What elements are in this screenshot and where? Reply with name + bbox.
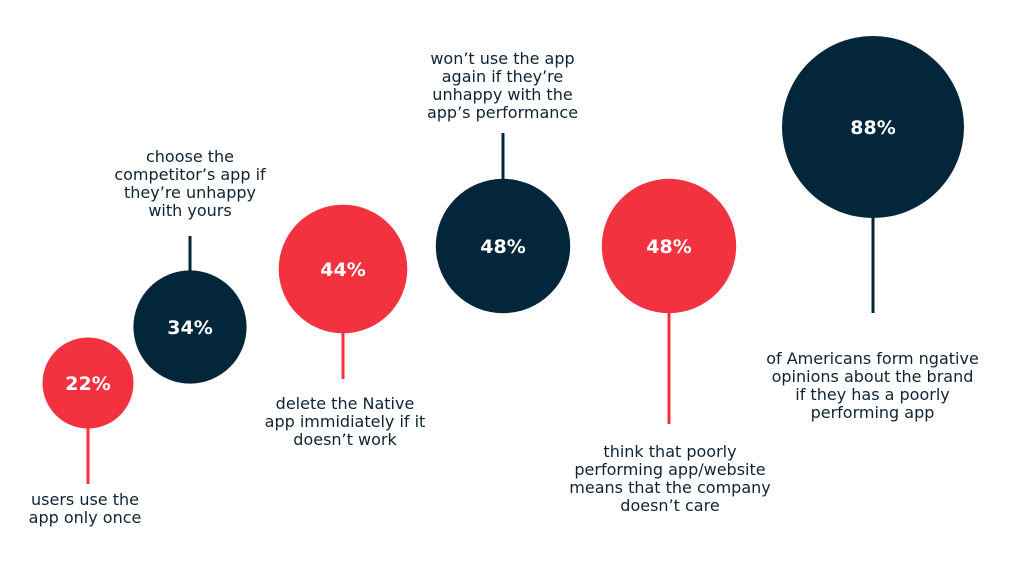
caption-6: of Americans form ngative opinions about… xyxy=(766,349,979,422)
bubble-value-label-5: 48% xyxy=(646,236,691,258)
bubble-6 xyxy=(782,36,964,218)
bubble-1 xyxy=(42,337,134,429)
bubble-5 xyxy=(601,178,737,314)
bubble-value-label-1: 22% xyxy=(65,373,110,395)
bubble-value-label-4: 48% xyxy=(480,236,525,258)
bubble-value-label-6: 88% xyxy=(850,117,895,139)
caption-2: choose the competitor’s app if they’re u… xyxy=(114,147,266,220)
caption-5: think that poorly performing app/website… xyxy=(569,442,771,515)
bubble-4 xyxy=(435,178,571,314)
caption-3: delete the Native app immidiately if it … xyxy=(264,394,426,449)
bubble-value-label-2: 34% xyxy=(167,317,212,339)
bubble-2 xyxy=(133,270,247,384)
caption-1: users use the app only once xyxy=(28,490,142,527)
bubble-value-label-3: 44% xyxy=(320,259,365,281)
bubble-3 xyxy=(278,204,408,334)
caption-4: won’t use the app again if they’re unhap… xyxy=(426,49,579,122)
